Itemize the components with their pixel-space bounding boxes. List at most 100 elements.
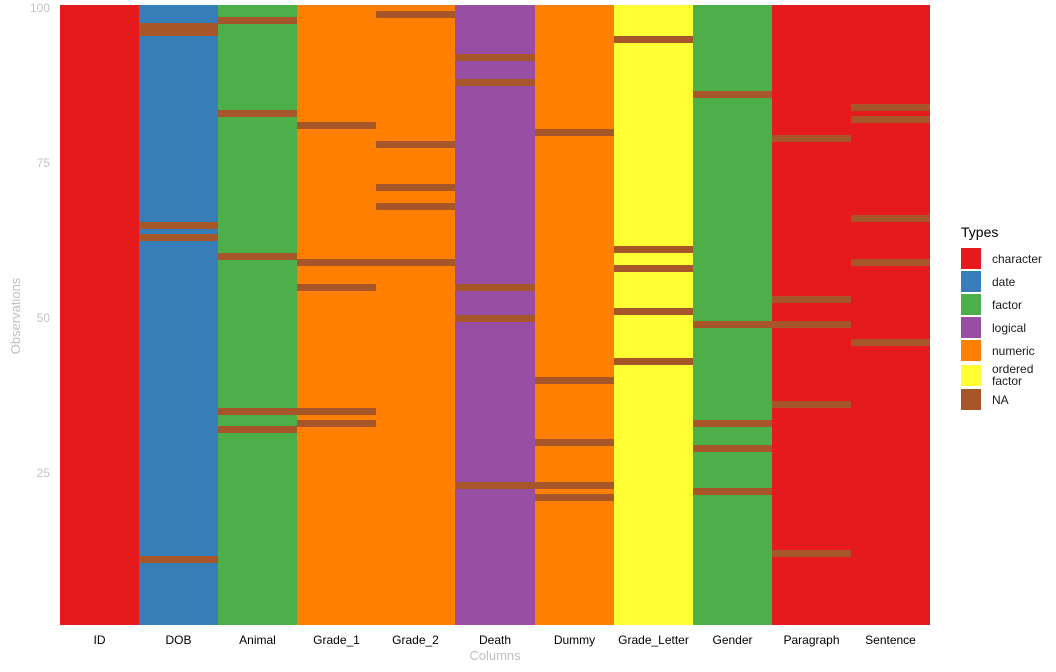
na-stripe-Dummy-40 (535, 376, 614, 384)
na-stripe-Gender-86 (693, 91, 772, 99)
legend-swatch-NA (961, 389, 981, 410)
na-stripe-Grade_2-78 (376, 141, 455, 148)
na-stripe-Gender-22 (693, 488, 772, 496)
legend-label: numeric (992, 343, 1035, 358)
column-Gender (693, 5, 772, 625)
column-Dummy (535, 5, 614, 625)
na-stripe-Grade_1-55 (297, 283, 376, 291)
x-label-Grade_1: Grade_1 (313, 633, 360, 647)
na-stripe-Paragraph-53 (772, 296, 851, 303)
column-Sentence (851, 5, 930, 625)
na-stripe-Death-50 (455, 314, 535, 322)
legend-label: date (992, 274, 1016, 289)
na-stripe-Grade_1-81 (297, 122, 376, 130)
x-label-Dummy: Dummy (553, 633, 596, 647)
legend-item-numeric: numeric (961, 340, 1048, 361)
na-stripe-Gender-33 (693, 420, 772, 427)
legend-swatch-logical (961, 317, 981, 338)
na-stripe-Gender-29 (693, 444, 772, 452)
y-tick-75: 75 (36, 156, 50, 171)
na-stripe-Dummy-21 (535, 494, 614, 502)
column-Death (455, 5, 535, 625)
na-stripe-Paragraph-79 (772, 134, 851, 142)
column-Grade_Letter (614, 5, 693, 625)
legend-item-date: date (961, 271, 1048, 292)
na-stripe-Grade_Letter-95 (614, 35, 693, 43)
na-stripe-DOB-97 (139, 23, 218, 31)
plot-area (60, 5, 930, 625)
na-stripe-Grade_1-59 (297, 258, 376, 266)
na-stripe-Death-55 (455, 283, 535, 291)
legend-swatch-character (961, 248, 981, 269)
x-label-Animal: Animal (239, 633, 276, 647)
na-stripe-Sentence-84 (851, 103, 930, 111)
type-legend: Types character date factor logical numeric o… (961, 224, 1048, 412)
na-stripe-Grade_2-99 (376, 10, 455, 18)
x-axis-title: Columns (469, 648, 521, 663)
na-stripe-Grade_Letter-61 (614, 246, 693, 254)
na-stripe-Animal-98 (218, 17, 297, 24)
na-stripe-Death-23 (455, 482, 535, 489)
na-stripe-Dummy-30 (535, 438, 614, 446)
na-stripe-Grade_Letter-43 (614, 358, 693, 365)
na-stripe-Grade_Letter-51 (614, 308, 693, 316)
na-stripe-DOB-96 (139, 29, 218, 37)
na-stripe-Sentence-66 (851, 215, 930, 223)
legend-item-NA: NA (961, 389, 1048, 410)
x-label-Grade_2: Grade_2 (392, 633, 439, 647)
column-DOB (139, 5, 218, 625)
na-stripe-Sentence-59 (851, 258, 930, 266)
x-label-Death: Death (478, 633, 512, 647)
na-stripe-Animal-83 (218, 110, 297, 117)
x-label-Paragraph: Paragraph (783, 633, 840, 647)
column-Grade_2 (376, 5, 455, 625)
legend-label: ordered factor (992, 362, 1034, 388)
legend-title: Types (961, 224, 999, 240)
x-label-DOB: DOB (165, 633, 192, 647)
legend-swatch-ordered-factor (961, 364, 981, 386)
y-tick-25: 25 (36, 466, 50, 481)
legend-items: character date factor logical numeric ordered… (961, 248, 1048, 410)
na-stripe-Animal-32 (218, 426, 297, 434)
na-stripe-Paragraph-36 (772, 401, 851, 409)
legend-swatch-numeric (961, 340, 981, 361)
na-stripe-Grade_2-59 (376, 258, 455, 266)
na-stripe-Animal-60 (218, 252, 297, 260)
y-tick-100: 100 (29, 1, 50, 16)
legend-label: factor (992, 297, 1023, 312)
column-Grade_1 (297, 5, 376, 625)
na-stripe-Sentence-46 (851, 339, 930, 347)
na-stripe-Grade_2-71 (376, 184, 455, 192)
x-label-Grade_Letter: Grade_Letter (618, 633, 689, 647)
legend-item-factor: factor (961, 294, 1048, 315)
na-stripe-DOB-65 (139, 221, 218, 229)
na-stripe-Paragraph-49 (772, 320, 851, 328)
legend-item-ordered-factor: ordered factor (961, 363, 1048, 387)
na-stripe-Grade_1-35 (297, 407, 376, 415)
legend-swatch-factor (961, 294, 981, 315)
na-stripe-Dummy-80 (535, 128, 614, 136)
na-stripe-Grade_2-68 (376, 203, 455, 210)
column-Animal (218, 5, 297, 625)
legend-label: character (992, 251, 1043, 266)
na-stripe-Grade_1-33 (297, 420, 376, 427)
x-label-Gender: Gender (712, 633, 753, 647)
x-label-ID: ID (93, 633, 106, 647)
na-stripe-Death-88 (455, 79, 535, 86)
column-Paragraph (772, 5, 851, 625)
na-stripe-DOB-11 (139, 556, 218, 564)
legend-item-character: character (961, 248, 1048, 269)
na-stripe-Death-92 (455, 54, 535, 62)
legend-item-logical: logical (961, 317, 1048, 338)
na-stripe-Grade_Letter-58 (614, 265, 693, 272)
na-stripe-Gender-49 (693, 320, 772, 328)
legend-swatch-date (961, 271, 981, 292)
na-stripe-DOB-63 (139, 234, 218, 241)
legend-label: NA (992, 392, 1009, 407)
y-tick-50: 50 (36, 311, 50, 326)
legend-label: logical (992, 320, 1027, 335)
x-label-Sentence: Sentence (865, 633, 916, 647)
na-stripe-Paragraph-12 (772, 550, 851, 558)
na-stripe-Dummy-23 (535, 482, 614, 489)
